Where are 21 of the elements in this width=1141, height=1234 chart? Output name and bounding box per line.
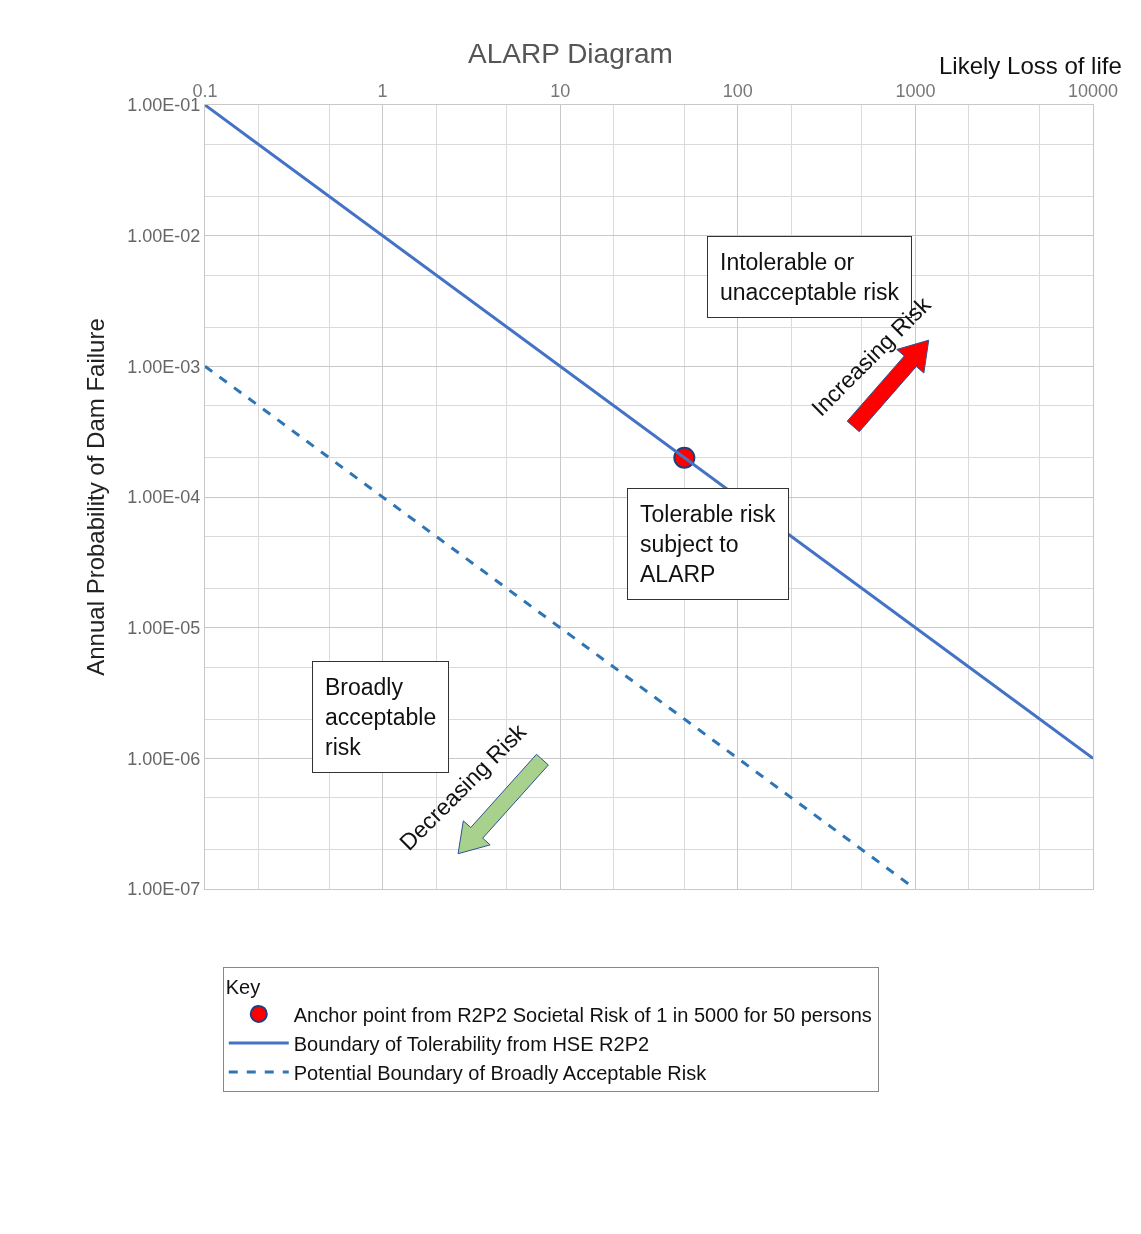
legend-label: Potential Boundary of Broadly Acceptable Risk (293, 1061, 708, 1084)
chart-title: ALARP Diagram (468, 37, 673, 69)
x-tick-label: 10000 (1067, 80, 1119, 101)
x-tick-label: 1000 (895, 80, 936, 101)
legend-label: Anchor point from R2P2 Societal Risk of 1 in 5000 for 50 persons (293, 1003, 872, 1026)
y-tick-label: 1.00E-03 (127, 356, 201, 377)
legend-title: Key (225, 976, 261, 999)
annotation: Tolerable risk subject to ALARP (640, 501, 776, 587)
legend-label: Boundary of Tolerability from HSE R2P2 (293, 1032, 650, 1055)
annotation: Broadly acceptable risk (325, 674, 437, 760)
y-tick-label: 1.00E-05 (127, 617, 201, 638)
y-axis-title: Annual Probability of Dam Failure (82, 318, 110, 676)
x-tick-label: 10 (550, 80, 571, 101)
y-tick-label: 1.00E-04 (127, 487, 201, 508)
annotation: Intolerable or unacceptable risk (720, 249, 900, 305)
y-tick-label: 1.00E-07 (127, 879, 201, 900)
x-axis-title: Likely Loss of life (939, 52, 1122, 79)
y-tick-label: 1.00E-06 (127, 748, 201, 769)
x-tick-label: 100 (722, 80, 753, 101)
y-tick-label: 1.00E-02 (127, 225, 201, 246)
x-tick-label: 1 (377, 80, 388, 101)
